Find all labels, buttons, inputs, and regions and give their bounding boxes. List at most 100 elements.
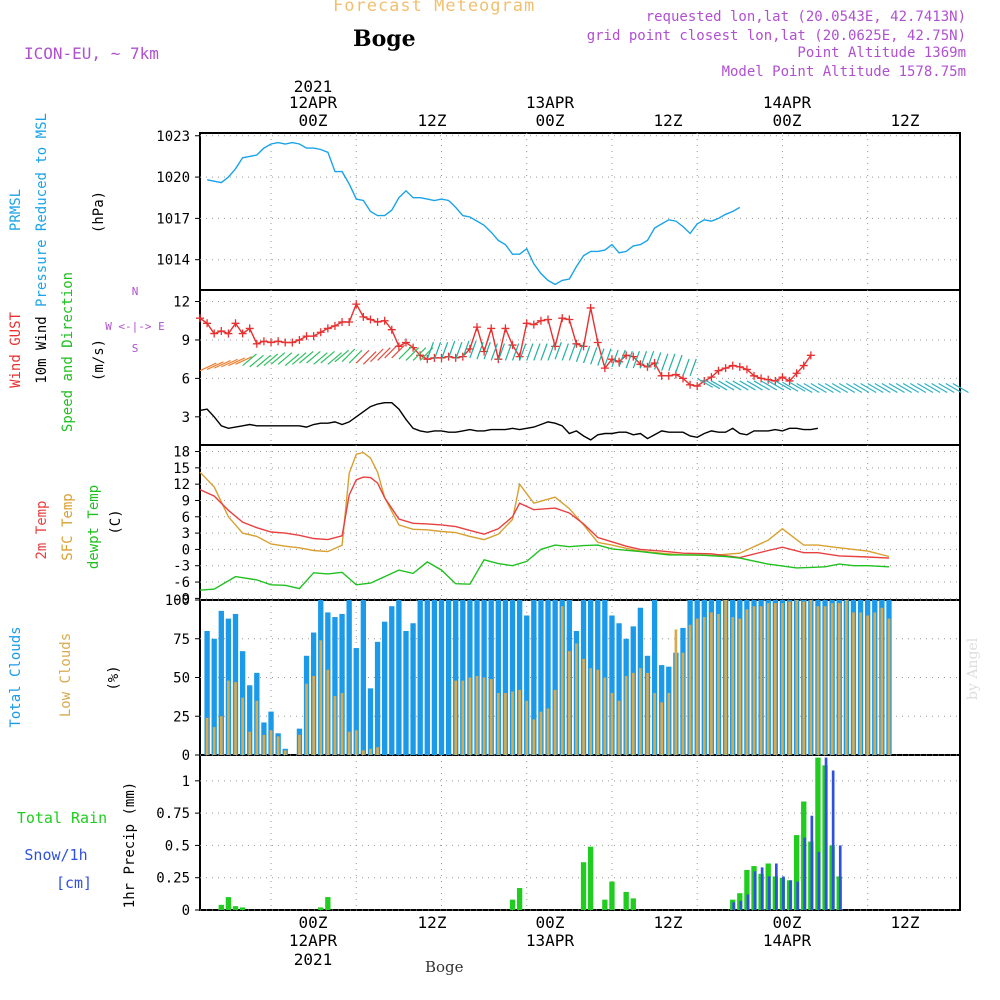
bottom-time-label: 12Z: [891, 913, 920, 932]
low-cloud-bar: [766, 603, 770, 755]
gust-marker: [387, 325, 396, 334]
total-cloud-bar: [204, 631, 210, 755]
low-cloud-bar: [660, 702, 664, 755]
wind-direction-arrow: [675, 354, 683, 373]
low-cloud-bar: [205, 717, 209, 755]
wind-direction-arrow: [235, 356, 253, 365]
snow-bar: [732, 902, 736, 910]
low-cloud-bar: [702, 617, 706, 755]
gust-marker: [536, 316, 545, 325]
gust-marker: [267, 338, 276, 347]
pressure-label-prmsl: PRMSL: [8, 189, 24, 231]
bottom-time-label: 12Z: [654, 913, 683, 932]
low-cloud-bar: [887, 618, 891, 755]
precip-ytick-label: 0: [182, 903, 190, 919]
wind-direction-arrow: [384, 344, 398, 359]
low-cloud-bar: [219, 716, 223, 755]
wind-direction-arrow: [775, 380, 792, 391]
wind-direction-arrow: [739, 380, 756, 391]
total-cloud-bar: [545, 600, 551, 755]
wind-direction-arrow: [490, 343, 498, 361]
wind-direction-arrow: [945, 382, 962, 394]
model-label: ICON-EU, ~ 7km: [24, 44, 159, 63]
total-cloud-bar: [367, 688, 374, 755]
sfc-temp-label: SFC Temp: [60, 493, 76, 560]
gust-marker: [259, 337, 268, 346]
total-cloud-bar: [531, 600, 537, 755]
low-cloud-bar: [837, 603, 841, 755]
low-cloud-bar: [631, 672, 635, 755]
low-cloud-bar: [454, 680, 458, 755]
low-cloud-bar: [482, 677, 486, 755]
gust-marker: [544, 315, 553, 324]
low-cloud-bar: [347, 731, 351, 755]
wind-direction-arrow: [327, 352, 343, 365]
temp-unit-label: (C): [108, 509, 124, 534]
gust-marker: [401, 338, 410, 347]
dewpoint-line: [199, 544, 890, 591]
station-name: Boge: [353, 26, 416, 52]
rain-bar: [239, 907, 246, 910]
pressure-label-desc: Pressure Reduced to MSL: [34, 113, 50, 307]
temp-ytick-label: -6: [173, 575, 190, 591]
gust-marker: [593, 338, 602, 347]
gust-marker: [203, 319, 212, 328]
rain-bar: [225, 897, 232, 910]
wind-direction-arrow: [291, 352, 307, 365]
rain-bar: [516, 888, 523, 910]
wind-direction-arrow: [483, 342, 491, 360]
low-cloud-bar: [788, 601, 791, 755]
wind-direction-arrow: [405, 347, 420, 361]
gust-marker: [309, 332, 318, 341]
wind-direction-arrow: [320, 350, 335, 364]
total-cloud-bar: [339, 613, 345, 755]
total-cloud-bar: [382, 621, 388, 755]
total-rain-label: Total Rain: [17, 809, 107, 827]
clouds-ytick-label: 75: [173, 632, 190, 648]
low-cloud-bar: [546, 708, 550, 755]
wind-direction-arrow: [703, 379, 721, 390]
snow-bar: [831, 770, 835, 910]
clouds-unit-label: (%): [106, 665, 122, 690]
low-cloud-bar: [589, 668, 592, 755]
low-cloud-bar: [724, 600, 727, 755]
wind-speed-line: [199, 402, 819, 441]
wind-direction-arrow: [391, 344, 405, 359]
wind-direction-arrow: [909, 382, 927, 394]
low-cloud-bar: [745, 609, 749, 755]
wind-direction-arrow: [554, 342, 562, 360]
low-cloud-bar: [873, 612, 877, 755]
wind-direction-arrow: [299, 350, 314, 364]
low-cloud-bar: [582, 658, 585, 755]
low-cloud-bar: [511, 691, 514, 755]
wind-direction-arrow: [838, 382, 856, 394]
total-cloud-bar: [332, 617, 338, 755]
total-cloud-bar: [218, 610, 224, 755]
wind-direction-arrow: [810, 382, 827, 394]
wind-direction-arrow: [817, 382, 834, 394]
wind-direction-arrow: [618, 349, 626, 368]
bottom-time-label: 00Z: [536, 913, 565, 932]
low-cloud-bar: [731, 617, 735, 755]
low-cloud-bar: [298, 734, 301, 755]
gust-marker: [501, 324, 510, 333]
gust-marker: [252, 339, 261, 348]
top-time-label: 12APR: [289, 93, 338, 112]
snow-unit-label: [cm]: [56, 874, 92, 892]
gust-marker: [714, 366, 723, 375]
low-cloud-bar: [241, 697, 244, 755]
rain-bar: [744, 869, 750, 910]
gust-marker: [728, 361, 737, 370]
temp-2m-line: [199, 476, 890, 559]
gust-marker: [579, 342, 588, 351]
total-cloud-bar: [460, 600, 466, 755]
wind-direction-arrow: [725, 380, 742, 391]
total-cloud-bar: [424, 600, 430, 755]
low-cloud-bar: [816, 606, 820, 755]
low-cloud-bar: [262, 734, 266, 755]
total-cloud-bar: [502, 600, 509, 755]
wind-direction-arrow: [682, 358, 690, 377]
pressure-ytick-label: 1014: [156, 253, 190, 269]
low-cloud-bar: [468, 677, 472, 755]
precip-axis-label: 1hr Precip (mm): [122, 782, 138, 908]
